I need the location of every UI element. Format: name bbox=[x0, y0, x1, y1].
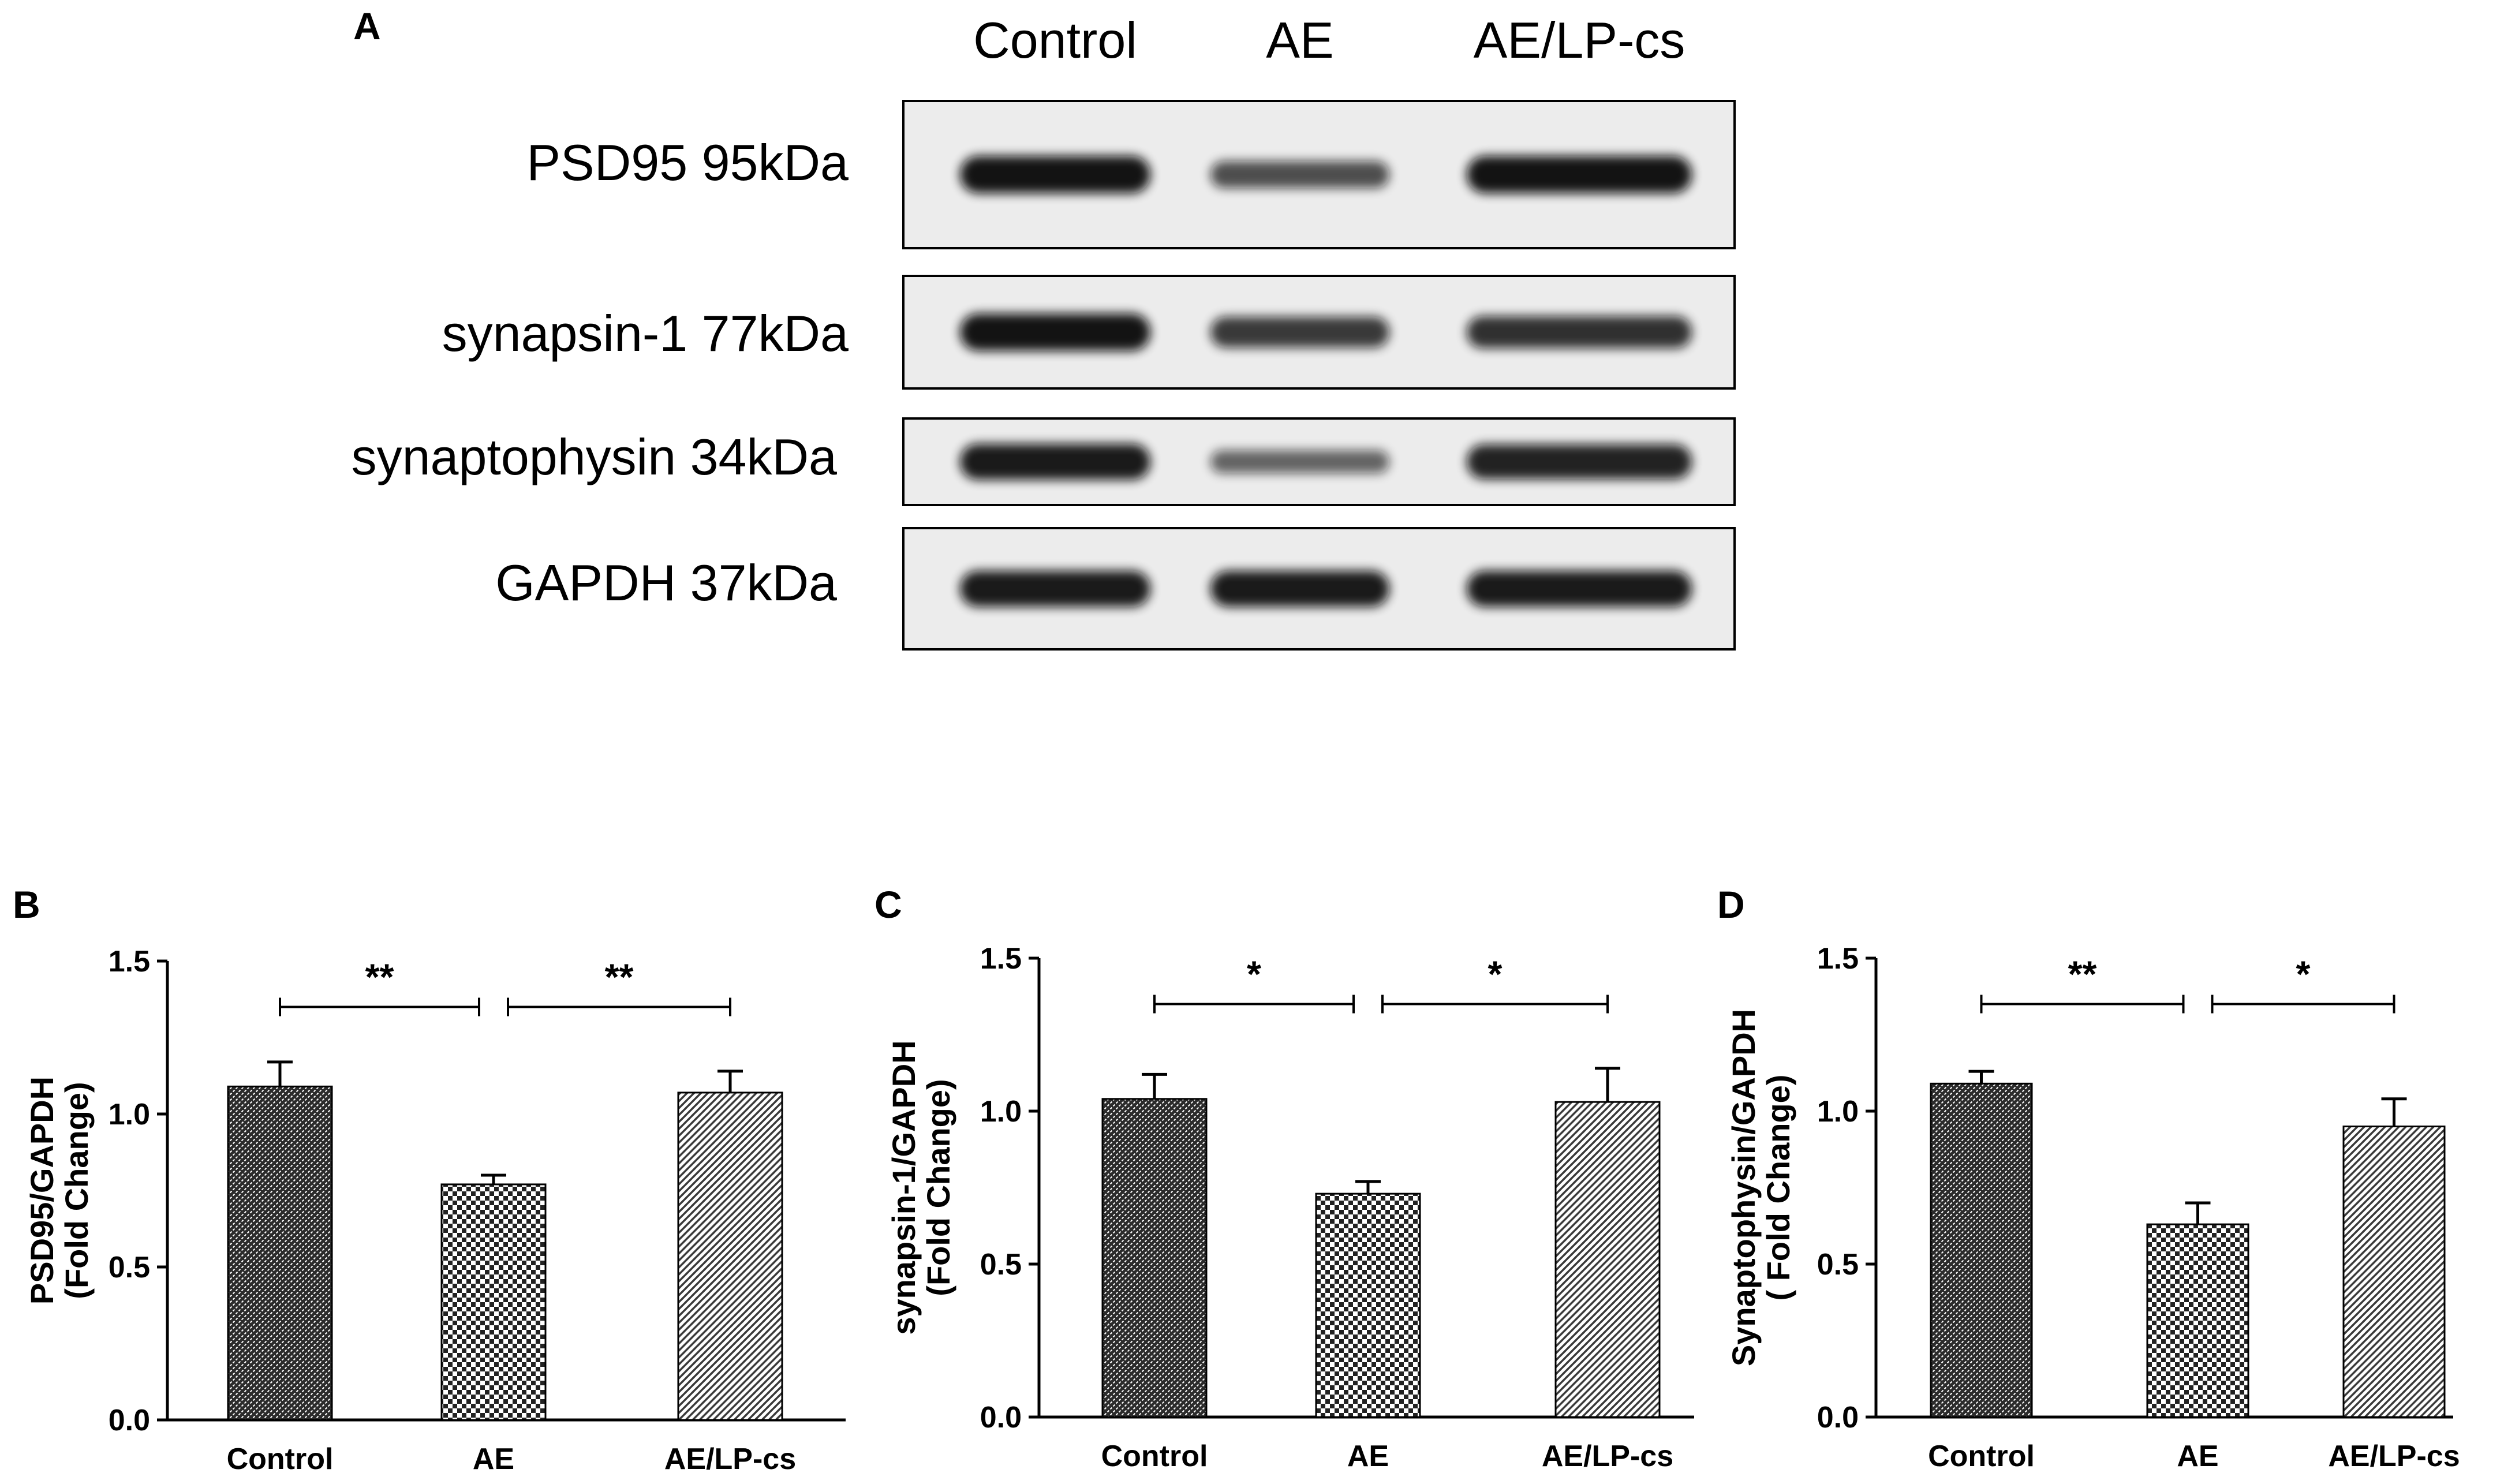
x-tick-label: AE/LP-cs bbox=[664, 1442, 796, 1476]
blot-band bbox=[1210, 161, 1389, 188]
bar bbox=[677, 1091, 783, 1421]
x-tick-label: AE/LP-cs bbox=[2328, 1440, 2460, 1473]
chart-synapsin-1: C 0.0 0.5 1.0 1.5 synapsin-1/GAPDH(Fold Chang… bbox=[874, 883, 1694, 1473]
lane-label-control: Control bbox=[973, 12, 1137, 69]
y-axis-label: synapsin-1/GAPDH bbox=[885, 1040, 922, 1335]
y-axis-label: (Fold Change) bbox=[58, 1082, 95, 1299]
lane-label-ae-lp-cs: AE/LP-cs bbox=[1474, 12, 1685, 69]
blot-band bbox=[960, 313, 1150, 351]
significance-label: ** bbox=[605, 956, 634, 998]
y-tick-label: 0.0 bbox=[109, 1404, 150, 1437]
y-tick-label: 1.0 bbox=[1817, 1095, 1859, 1128]
bar bbox=[2342, 1126, 2446, 1418]
y-tick-label: 0.0 bbox=[980, 1401, 1022, 1434]
y-axis-label: (Fold Change) bbox=[920, 1079, 956, 1296]
panel-a-western-blot: A Control AE AE/LP-cs PSD95 95kDa synaps… bbox=[352, 5, 1736, 651]
blot-band bbox=[1210, 450, 1389, 473]
x-tick-label: AE bbox=[1347, 1440, 1389, 1473]
bar bbox=[1101, 1098, 1208, 1418]
x-tick-label: Control bbox=[1928, 1440, 2035, 1473]
panel-letter: D bbox=[1717, 883, 1745, 926]
y-tick-label: 1.0 bbox=[109, 1098, 150, 1131]
x-tick-label: AE/LP-cs bbox=[1542, 1440, 1673, 1473]
chart-psd95: B 0.0 0.5 1.0 1.5 PSD95/GAPDH(Fold Change) Con… bbox=[13, 883, 846, 1476]
y-tick-label: 1.5 bbox=[980, 942, 1022, 975]
blot-band bbox=[960, 570, 1150, 607]
blot-band bbox=[960, 156, 1150, 193]
significance-label: * bbox=[1247, 954, 1261, 995]
x-tick-label: Control bbox=[1101, 1440, 1208, 1473]
bar bbox=[2146, 1223, 2249, 1418]
significance-label: * bbox=[2296, 954, 2311, 995]
y-tick-label: 0.5 bbox=[980, 1248, 1022, 1281]
significance-label: ** bbox=[2068, 954, 2097, 995]
significance-label: ** bbox=[365, 956, 394, 998]
blot-band bbox=[960, 443, 1150, 480]
bar bbox=[440, 1183, 547, 1421]
blot-label-synapsin-1: synapsin-1 77kDa bbox=[442, 305, 849, 362]
bar bbox=[1554, 1101, 1661, 1418]
y-axis-label: PSD95/GAPDH bbox=[24, 1076, 60, 1304]
blot-band bbox=[1467, 316, 1692, 349]
blot-band bbox=[1467, 444, 1692, 480]
panel-letter: C bbox=[874, 883, 902, 926]
x-tick-label: Control bbox=[227, 1442, 334, 1476]
y-tick-label: 0.0 bbox=[1817, 1401, 1859, 1434]
blot-band bbox=[1210, 570, 1389, 607]
y-axis-label: Synaptophysin/GAPDH bbox=[1725, 1009, 1762, 1366]
blot-band bbox=[1210, 316, 1389, 348]
significance-label: * bbox=[1488, 954, 1503, 995]
y-tick-label: 0.5 bbox=[1817, 1248, 1859, 1281]
blot-label-synaptophysin: synaptophysin 34kDa bbox=[352, 428, 837, 485]
lane-label-ae: AE bbox=[1266, 12, 1333, 69]
x-tick-label: AE bbox=[473, 1442, 514, 1476]
blot-label-gapdh: GAPDH 37kDa bbox=[495, 554, 837, 611]
y-axis-label: ( Fold Change) bbox=[1760, 1075, 1796, 1301]
y-tick-label: 1.5 bbox=[1817, 942, 1859, 975]
y-tick-label: 1.5 bbox=[109, 945, 150, 978]
chart-synaptophysin: D 0.0 0.5 1.0 1.5 Synaptophysin/GAPDH( Fold C… bbox=[1717, 883, 2460, 1473]
y-tick-label: 1.0 bbox=[980, 1095, 1022, 1128]
bar bbox=[227, 1085, 333, 1421]
x-tick-label: AE bbox=[2177, 1440, 2218, 1473]
blot-band bbox=[1467, 570, 1692, 607]
bar bbox=[1930, 1082, 2033, 1418]
blot-label-psd95: PSD95 95kDa bbox=[526, 134, 849, 191]
bar bbox=[1315, 1193, 1421, 1418]
panel-letter: B bbox=[13, 883, 40, 926]
y-tick-label: 0.5 bbox=[109, 1251, 150, 1284]
blot-band bbox=[1467, 156, 1692, 193]
panel-a-letter: A bbox=[353, 5, 381, 47]
